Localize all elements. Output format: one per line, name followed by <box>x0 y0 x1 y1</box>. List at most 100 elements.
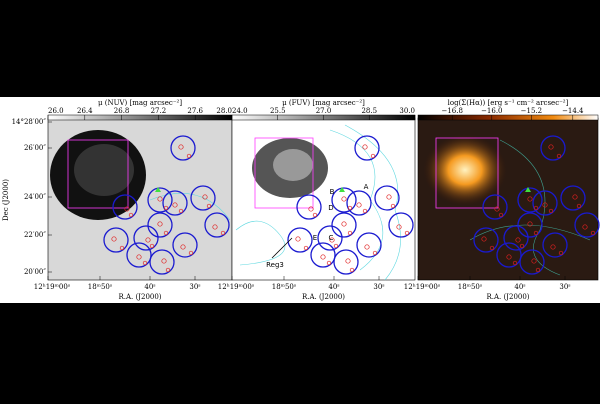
region-circle <box>204 212 230 238</box>
region-circle <box>482 194 508 220</box>
source <box>163 205 169 211</box>
region-circle <box>473 227 499 253</box>
region-circle <box>170 135 196 161</box>
region-circle <box>331 212 357 238</box>
region-label: E <box>313 234 317 242</box>
source <box>326 260 332 266</box>
source <box>548 144 554 150</box>
star-marker <box>339 187 345 192</box>
galaxy-core <box>74 144 134 196</box>
x-tick-label: 30ˢ <box>559 283 571 291</box>
region-circle <box>519 249 545 275</box>
source <box>548 208 554 214</box>
source <box>172 202 178 208</box>
source <box>390 203 396 209</box>
source <box>556 153 562 159</box>
colorbar-tick-label: 30.0 <box>399 107 415 115</box>
x-axis-label: R.A. (J2000) <box>302 293 345 301</box>
colorbar-tick-label: −14.4 <box>562 107 584 115</box>
source <box>149 243 155 249</box>
region-circle <box>126 242 152 268</box>
x-tick-label: 30ˢ <box>373 283 385 291</box>
regions <box>103 135 600 275</box>
sources <box>111 144 596 273</box>
region-label: Reg3 <box>266 261 284 269</box>
x-tick-label: 18ᵐ50ˢ <box>458 283 483 291</box>
source <box>165 267 171 273</box>
region-circle <box>503 225 529 251</box>
colorbar-tick-label: 27.0 <box>316 107 332 115</box>
region-circle <box>162 190 188 216</box>
region-circle <box>517 187 543 213</box>
source <box>333 243 339 249</box>
x-tick-label: 30ˢ <box>189 283 201 291</box>
source <box>345 258 351 264</box>
source <box>590 230 596 236</box>
colorbar-tick-label: −16.8 <box>441 107 462 115</box>
source <box>320 254 326 260</box>
arrow <box>271 237 293 259</box>
region-circle <box>542 232 568 258</box>
colorbar-tick-label: 25.5 <box>270 107 286 115</box>
source <box>550 244 556 250</box>
y-axis-label: Dec (J2000) <box>2 179 10 221</box>
source <box>356 202 362 208</box>
source <box>494 206 500 212</box>
region-circle <box>388 212 414 238</box>
x-tick-label: 40ˢ <box>514 283 526 291</box>
source <box>142 260 148 266</box>
colorbar-tick-label: 27.6 <box>187 107 203 115</box>
source <box>404 230 410 236</box>
source <box>527 221 533 227</box>
region-circle <box>172 232 198 258</box>
source <box>178 144 184 150</box>
region-circle <box>133 225 159 251</box>
source <box>481 236 487 242</box>
source <box>364 244 370 250</box>
source <box>362 208 368 214</box>
region-label: B <box>330 188 335 196</box>
region-label: A <box>364 183 369 191</box>
source <box>163 230 169 236</box>
source <box>312 212 318 218</box>
x-tick-label: 12ʰ19ᵐ00ˢ <box>218 283 255 291</box>
colorbar-tick-label: 24.0 <box>232 107 248 115</box>
source <box>128 212 134 218</box>
region-circle <box>147 212 173 238</box>
region-circle <box>356 232 382 258</box>
source <box>370 153 376 159</box>
region-circle <box>310 242 336 268</box>
region-circle <box>354 135 380 161</box>
source <box>295 236 301 242</box>
region-circle <box>574 212 600 238</box>
region-circle <box>147 187 173 213</box>
source <box>386 194 392 200</box>
source <box>303 245 309 251</box>
source <box>572 194 578 200</box>
source <box>178 208 184 214</box>
x-axis-label: R.A. (J2000) <box>486 293 529 301</box>
region-circle <box>333 249 359 275</box>
source <box>527 196 533 202</box>
source <box>372 250 378 256</box>
source <box>124 206 130 212</box>
region-circle <box>112 194 138 220</box>
region-circle <box>532 190 558 216</box>
region-circle <box>540 135 566 161</box>
region-circle <box>190 185 216 211</box>
field-boxes <box>67 137 499 209</box>
source <box>145 237 151 243</box>
source <box>498 212 504 218</box>
source <box>111 236 117 242</box>
source <box>188 250 194 256</box>
source <box>533 230 539 236</box>
colorbar-tick-label: 27.2 <box>151 107 167 115</box>
colorbar-tick-label: 26.8 <box>114 107 130 115</box>
source <box>489 245 495 251</box>
y-tick-label: 20′00″ <box>24 268 46 276</box>
source <box>533 205 539 211</box>
source <box>212 224 218 230</box>
source <box>542 202 548 208</box>
source <box>535 267 541 273</box>
